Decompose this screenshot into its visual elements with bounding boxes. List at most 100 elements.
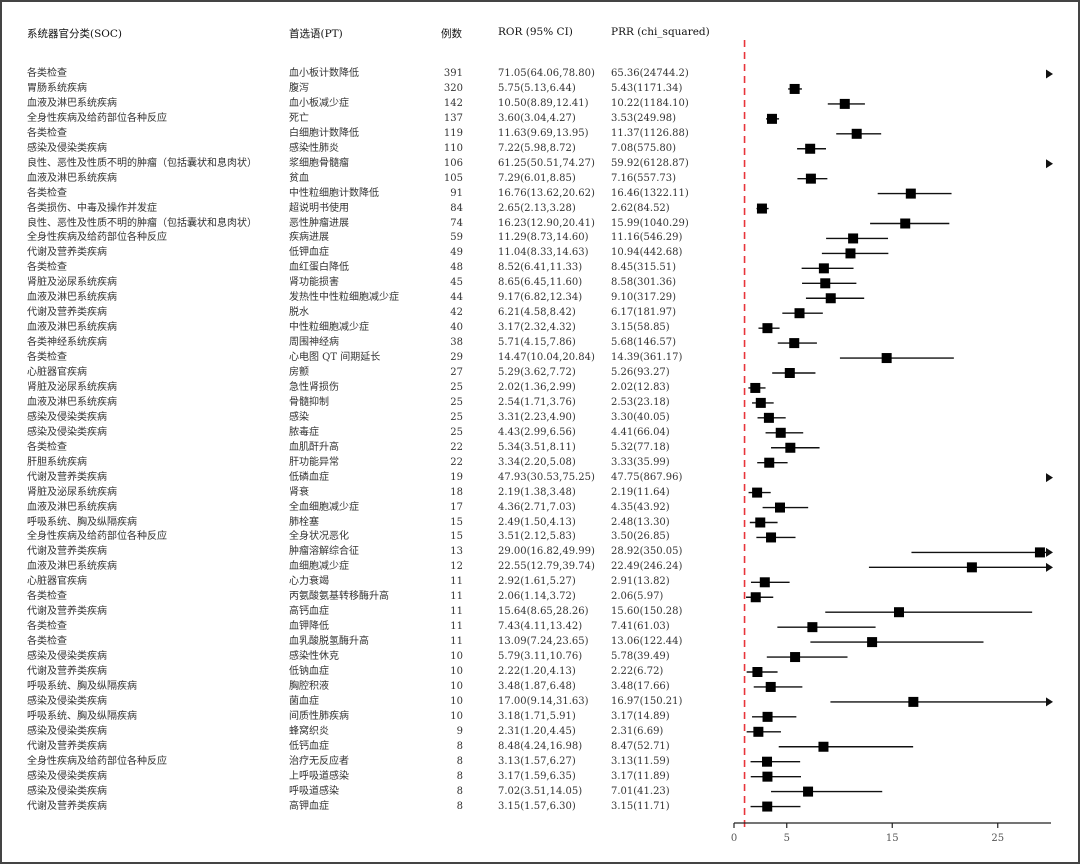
count-cell: 91 [450,187,463,199]
pt-cell: 恶性肿瘤进展 [289,217,349,229]
pt-cell: 肿瘤溶解综合征 [289,546,359,558]
prr-cell: 7.41(61.03) [611,621,670,633]
pt-cell: 血钾降低 [289,621,329,633]
table-row: 各类检查 血小板计数降低 391 71.05(64.06,78.80) 65.36(24… [0,66,730,81]
ror-cell: 7.02(3.51,14.05) [498,785,583,797]
soc-cell: 感染及侵染类疾病 [27,142,107,154]
ror-cell: 3.60(3.04,4.27) [498,112,576,124]
point-estimate [867,637,878,648]
count-cell: 42 [450,307,463,319]
table-row: 肾脏及泌尿系统疾病 急性肾损伤 25 2.02(1.36,2.99) 2.02(12.8… [0,380,730,395]
soc-cell: 呼吸系统、胸及纵隔疾病 [27,516,137,528]
point-estimate [785,442,796,453]
prr-cell: 3.30(40.05) [611,411,670,423]
soc-cell: 代谢及营养类疾病 [27,666,107,677]
table-row: 肾脏及泌尿系统疾病 肾功能损害 45 8.65(6.45,11.60) 8.58(301… [0,275,730,290]
point-estimate [763,412,774,423]
ror-cell: 3.13(1.57,6.27) [498,755,576,767]
pt-cell: 菌血症 [289,695,319,707]
count-cell: 137 [443,112,463,124]
point-estimate [762,323,773,334]
count-cell: 10 [450,666,463,677]
soc-cell: 胃肠系统疾病 [27,82,87,94]
count-cell: 10 [450,710,463,722]
count-cell: 11 [450,591,463,603]
prr-cell: 4.35(43.92) [611,501,670,513]
point-estimate [762,711,773,722]
count-cell: 10 [450,695,463,707]
ror-cell: 3.15(1.57,6.30) [498,800,576,812]
arrow-icon [1046,473,1053,483]
header-prr: PRR (chi_squared) [611,26,710,38]
count-cell: 25 [450,396,463,408]
soc-cell: 全身性疾病及给药部位各种反应 [27,112,167,124]
prr-cell: 15.99(1040.29) [611,217,689,229]
pt-cell: 治疗无反应者 [289,755,349,767]
point-estimate [759,577,770,588]
table-row: 各类神经系统疾病 周围神经病 38 5.71(4.15,7.86) 5.68(146.5… [0,335,730,350]
point-estimate [762,801,773,812]
pt-cell: 疾病进展 [289,232,329,244]
arrow-icon [1046,562,1053,572]
table-row: 全身性疾病及给药部位各种反应 全身状况恶化 15 3.51(2.12,5.83) 3.5… [0,529,730,544]
count-cell: 8 [456,755,463,767]
soc-cell: 代谢及营养类疾病 [27,546,107,558]
count-cell: 8 [456,740,463,752]
point-estimate [905,188,916,199]
table-row: 各类检查 白细胞计数降低 119 11.63(9.69,13.95) 11.37(112… [0,126,730,141]
pt-cell: 血乳酸脱氢酶升高 [289,636,369,648]
pt-cell: 肺栓塞 [289,516,319,528]
ror-cell: 14.47(10.04,20.84) [498,352,595,364]
pt-cell: 浆细胞骨髓瘤 [289,157,349,169]
point-estimate [774,502,785,513]
soc-cell: 感染及侵染类疾病 [27,770,107,782]
pt-cell: 超说明书使用 [289,202,349,214]
count-cell: 84 [450,202,463,214]
count-cell: 19 [450,471,463,483]
ror-cell: 8.65(6.45,11.60) [498,277,583,289]
soc-cell: 全身性疾病及给药部位各种反应 [27,232,167,244]
count-cell: 74 [450,217,463,229]
table-row: 良性、恶性及性质不明的肿瘤（包括囊状和息肉状） 浆细胞骨髓瘤 106 61.25(50… [0,156,730,171]
pt-cell: 低钾血症 [289,247,329,259]
ror-cell: 11.04(8.33,14.63) [498,247,589,259]
count-cell: 27 [450,367,463,378]
prr-cell: 10.94(442.68) [611,247,683,259]
point-estimate [753,726,764,737]
soc-cell: 各类检查 [27,68,67,79]
ror-cell: 16.76(13.62,20.62) [498,187,595,199]
point-estimate [752,487,763,498]
header-ror: ROR (95% CI) [498,26,573,38]
soc-cell: 各类检查 [27,262,67,274]
pt-cell: 心电图 QT 间期延长 [289,352,381,364]
prr-cell: 7.01(41.23) [611,785,670,797]
ror-cell: 5.75(5.13,6.44) [498,82,576,94]
point-estimate [805,173,816,184]
prr-cell: 5.32(77.18) [611,441,670,453]
soc-cell: 感染及侵染类疾病 [27,651,107,663]
soc-cell: 感染及侵染类疾病 [27,426,107,438]
ror-cell: 2.54(1.71,3.76) [498,396,576,408]
count-cell: 29 [450,352,463,364]
count-cell: 110 [443,142,463,154]
ror-cell: 3.17(1.59,6.35) [498,770,576,782]
table-row: 代谢及营养类疾病 低钙血症 8 8.48(4.24,16.98) 8.47(52.71) [0,739,730,754]
pt-cell: 肾功能损害 [289,277,339,289]
count-cell: 11 [450,606,463,618]
pt-cell: 白细胞计数降低 [289,127,359,139]
prr-cell: 3.33(35.99) [611,456,670,468]
pt-cell: 血红蛋白降低 [289,262,349,274]
pt-cell: 高钾血症 [289,800,329,812]
prr-cell: 8.45(315.51) [611,262,677,274]
count-cell: 8 [456,785,463,797]
ror-cell: 47.93(30.53,75.25) [498,471,595,483]
count-cell: 11 [450,636,463,648]
point-estimate [881,353,892,364]
prr-cell: 2.06(5.97) [611,591,664,603]
table-row: 代谢及营养类疾病 低钾血症 49 11.04(8.33,14.63) 10.94(442… [0,245,730,260]
ror-cell: 11.63(9.69,13.95) [498,127,589,139]
table-row: 感染及侵染类疾病 感染 25 3.31(2.23,4.90) 3.30(40.05) [0,410,730,425]
soc-cell: 肝胆系统疾病 [27,456,87,468]
soc-cell: 血液及淋巴系统疾病 [27,292,117,304]
